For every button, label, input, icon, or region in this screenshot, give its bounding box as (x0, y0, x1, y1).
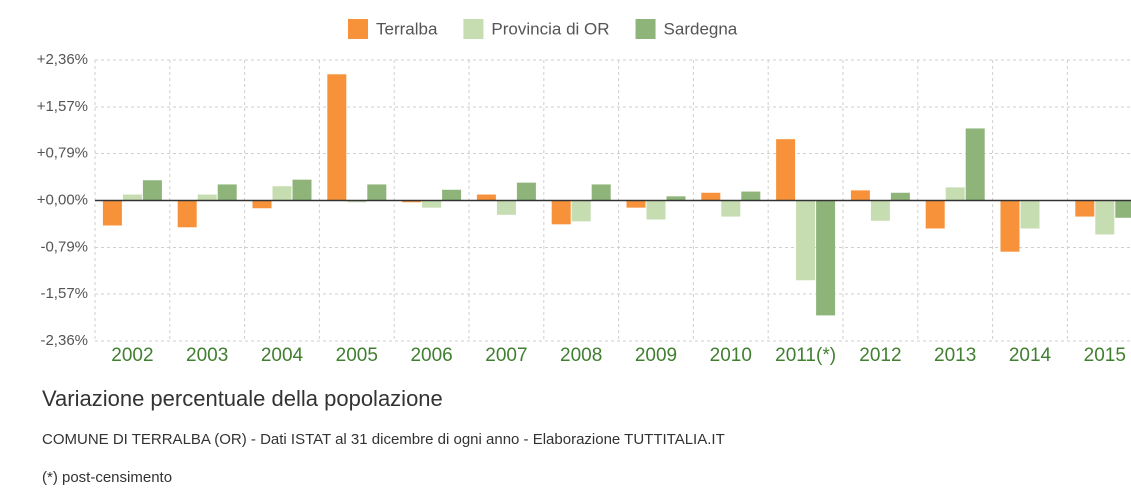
bar (217, 184, 237, 201)
bar (1000, 200, 1020, 252)
bar (197, 194, 217, 201)
bar (516, 182, 536, 201)
chart-title: Variazione percentuale della popolazione (42, 386, 443, 411)
x-tick-label: 2004 (261, 345, 304, 366)
bar (925, 200, 945, 229)
bar (476, 194, 496, 201)
bar (626, 200, 646, 208)
bar (272, 186, 292, 201)
bar (252, 200, 272, 209)
x-tick-label: 2008 (560, 345, 602, 366)
bar (122, 194, 142, 201)
bar (551, 200, 571, 225)
legend-swatch (635, 19, 656, 39)
legend-label: Provincia di OR (491, 19, 609, 38)
x-tick-label: 2010 (710, 345, 752, 366)
y-tick-label: +0,00% (37, 191, 88, 208)
bar (292, 179, 312, 201)
bar (496, 200, 516, 215)
chart-note: (*) post-censimento (42, 469, 172, 486)
chart-subtitle: COMUNE DI TERRALBA (OR) - Dati ISTAT al … (42, 431, 725, 448)
bar (1020, 200, 1040, 229)
x-tick-label: 2006 (410, 345, 452, 366)
bar (591, 184, 611, 201)
bar (850, 190, 870, 201)
bar (1075, 200, 1095, 217)
legend-swatch (348, 19, 368, 39)
bar (422, 200, 442, 208)
x-tick-label: 2009 (635, 345, 677, 366)
bar (1115, 200, 1131, 218)
bar (721, 200, 741, 217)
bar (796, 200, 816, 281)
bar (1095, 200, 1115, 235)
bar (870, 200, 890, 221)
x-tick-label: 2011(*) (775, 345, 836, 366)
bar (741, 191, 761, 201)
bar (666, 196, 686, 201)
y-tick-label: -2,36% (40, 332, 88, 349)
x-tick-label: 2015 (1084, 345, 1126, 366)
y-tick-label: +0,79% (37, 144, 88, 161)
bar (367, 184, 387, 201)
bar (890, 192, 910, 201)
y-tick-label: +2,36% (37, 51, 88, 68)
bar (142, 180, 162, 201)
y-tick-label: +1,57% (37, 98, 88, 115)
legend-label: Terralba (376, 19, 438, 38)
bar (701, 192, 721, 201)
x-tick-label: 2014 (1009, 345, 1052, 366)
legend-label: Sardegna (664, 19, 738, 38)
bar (402, 200, 422, 203)
bar (816, 200, 836, 316)
bar (776, 139, 796, 201)
bar (347, 200, 367, 203)
x-tick-label: 2013 (934, 345, 976, 366)
x-tick-label: 2003 (186, 345, 228, 366)
bar (177, 200, 197, 228)
bar (571, 200, 591, 222)
bar (646, 200, 666, 220)
bar (965, 128, 985, 201)
y-tick-label: -1,57% (40, 285, 88, 302)
bar (327, 74, 347, 201)
bar (945, 187, 965, 201)
x-tick-label: 2012 (859, 345, 901, 366)
bar (102, 200, 122, 226)
x-tick-label: 2005 (336, 345, 378, 366)
x-tick-label: 2002 (111, 345, 153, 366)
y-tick-label: -0,79% (40, 239, 88, 256)
x-tick-label: 2007 (485, 345, 527, 366)
bar (442, 189, 462, 201)
legend-swatch (463, 19, 484, 39)
